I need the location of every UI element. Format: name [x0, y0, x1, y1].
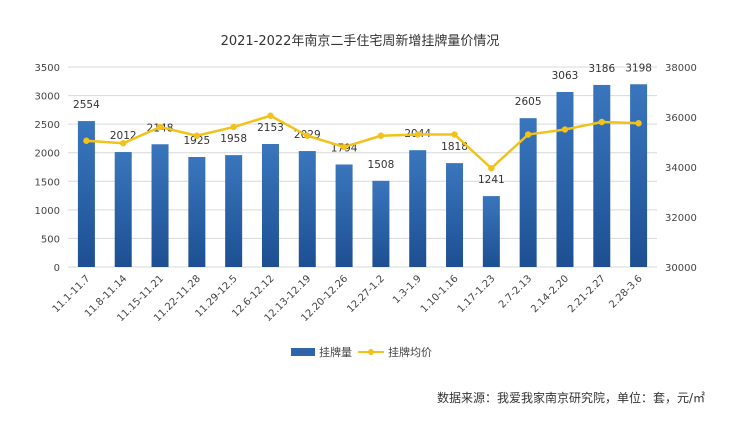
line-series — [83, 112, 642, 172]
y-left-tick-label: 2500 — [35, 120, 60, 131]
bar-data-label: 1818 — [441, 141, 468, 153]
price-point — [267, 112, 274, 119]
legend: 挂牌量 挂牌均价 — [291, 345, 432, 359]
x-tick-label: 12.27-1.2 — [345, 273, 387, 315]
bar-data-label: 2153 — [257, 122, 284, 134]
bar — [225, 155, 243, 267]
legend-label-line: 挂牌均价 — [388, 345, 432, 359]
bar — [335, 164, 353, 267]
bar-data-label: 1508 — [368, 159, 395, 171]
y-left-tick-label: 3000 — [35, 92, 60, 103]
y-left-tick-label: 2000 — [35, 149, 60, 160]
price-point — [83, 137, 90, 144]
y-left-tick-label: 1000 — [35, 206, 60, 217]
price-point — [304, 132, 311, 139]
bar — [298, 151, 316, 267]
bar — [188, 157, 206, 267]
price-point — [414, 131, 421, 138]
legend-swatch-marker — [368, 349, 374, 355]
x-tick-label: 2.28-3.6 — [607, 273, 644, 310]
chart-title: 2021-2022年南京二手住宅周新增挂牌量价情况 — [221, 33, 500, 49]
bar-data-label: 2605 — [515, 96, 542, 108]
x-tick-label: 2.21-2.27 — [566, 273, 608, 315]
price-point — [156, 123, 164, 131]
y-left-tick-label: 1500 — [35, 177, 60, 188]
y-right-tick-label: 32000 — [665, 213, 697, 224]
y-left-tick-label: 3500 — [35, 63, 60, 74]
bar — [77, 121, 95, 267]
bar — [519, 118, 537, 268]
bar-data-label: 1925 — [183, 135, 210, 147]
y-right-tick-label: 36000 — [665, 113, 697, 124]
price-point — [488, 165, 495, 172]
bar — [556, 91, 574, 267]
price-point — [451, 131, 458, 138]
y-right-tick-label: 34000 — [665, 163, 697, 174]
bar-data-label: 3063 — [552, 70, 579, 82]
y-right-tick-label: 30000 — [665, 263, 697, 274]
price-point — [193, 132, 201, 139]
x-tick-label: 1.10-1.16 — [419, 273, 461, 315]
x-tick-label: 2.7-2.13 — [497, 273, 534, 310]
legend-swatch-bar — [291, 348, 315, 356]
x-tick-label: 1.17-1.23 — [456, 273, 498, 315]
bar — [630, 84, 648, 267]
bar-data-label: 1241 — [478, 174, 505, 186]
price-point — [340, 143, 348, 151]
price-point — [230, 123, 237, 131]
bar-data-label: 1958 — [220, 133, 247, 145]
bar — [372, 180, 390, 267]
source-note: 数据来源：我爱我家南京研究院，单位：套，元/㎡ — [436, 391, 705, 405]
y-left-tick-label: 500 — [41, 234, 60, 245]
price-line — [86, 114, 639, 170]
price-point — [120, 140, 127, 147]
bar — [446, 163, 464, 267]
price-point — [561, 126, 569, 133]
bar — [593, 84, 611, 267]
price-point — [635, 120, 642, 127]
legend-label-bar: 挂牌量 — [319, 345, 352, 359]
y-left-tick-label: 0 — [54, 263, 60, 274]
bar — [151, 144, 169, 267]
x-tick-label: 1.3-1.9 — [391, 273, 424, 306]
bar — [409, 150, 427, 267]
bar — [114, 152, 132, 267]
bar-data-label: 3186 — [588, 63, 615, 75]
price-point — [598, 118, 605, 126]
x-axis: 11.1-11.711.8-11.1411.15-11.2111.22-11.2… — [51, 273, 645, 324]
bar-data-label: 2554 — [73, 99, 100, 111]
price-point — [524, 131, 532, 138]
bar-data-label: 3198 — [625, 62, 652, 74]
price-point — [377, 132, 385, 139]
y-axis-right: 30000 32000 34000 36000 38000 — [665, 63, 697, 274]
bar-series: 2554201221481925195821532029179415082044… — [73, 62, 652, 268]
y-axis-left: 0 500 1000 1500 2000 2500 3000 3500 — [35, 63, 60, 274]
x-tick-label: 2.14-2.20 — [529, 273, 571, 315]
bar — [482, 196, 500, 267]
y-right-tick-label: 38000 — [665, 63, 697, 74]
bar — [261, 143, 279, 267]
